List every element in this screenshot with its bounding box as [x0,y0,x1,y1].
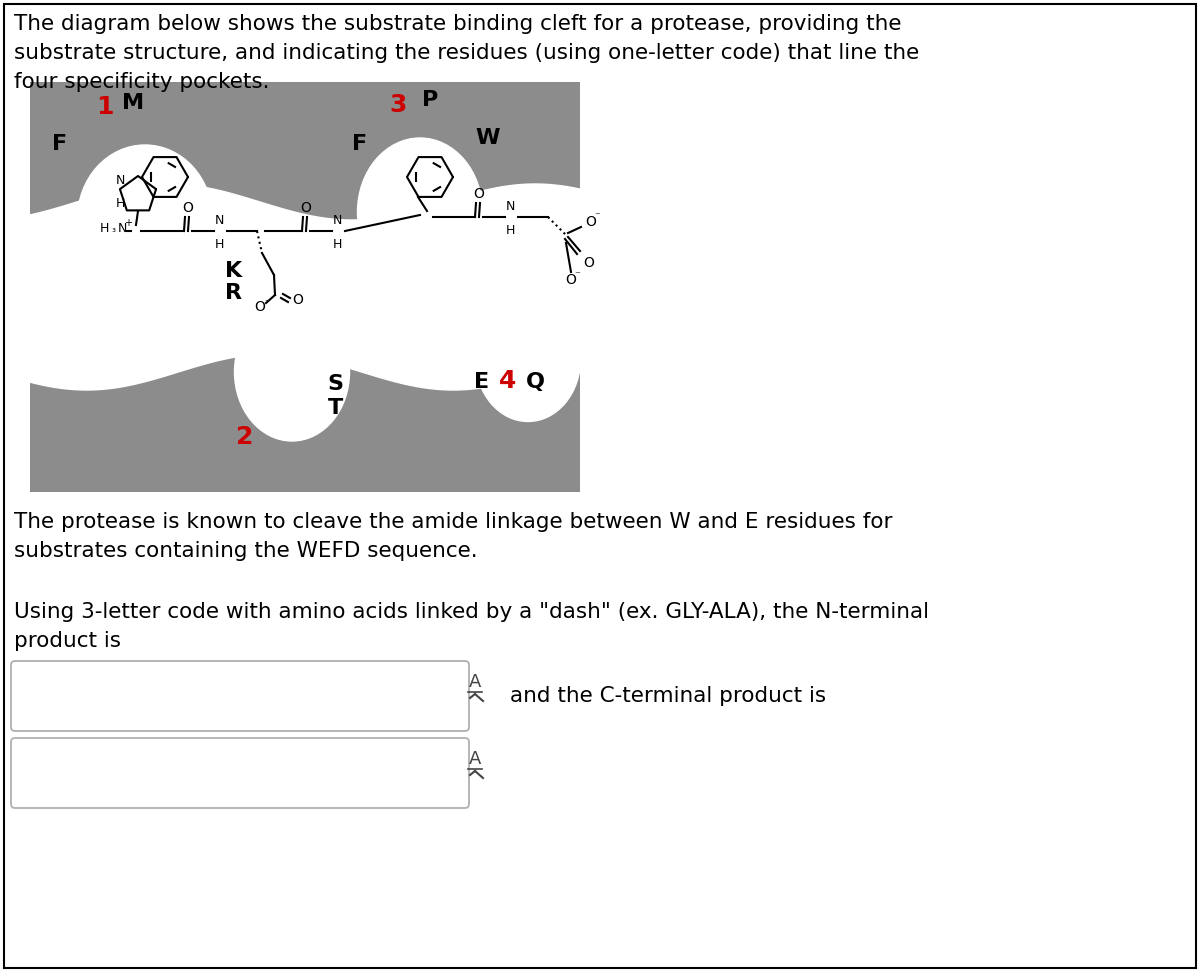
Text: M: M [122,93,144,113]
Ellipse shape [234,303,349,441]
Text: 2: 2 [236,425,253,449]
Text: P: P [422,90,438,110]
Text: 3: 3 [389,93,407,117]
Text: N: N [215,214,223,227]
Text: W: W [475,128,500,148]
Text: A: A [469,673,481,691]
Text: +: + [124,218,132,228]
Text: The diagram below shows the substrate binding cleft for a protease, providing th: The diagram below shows the substrate bi… [14,14,919,91]
Text: The protease is known to cleave the amide linkage between W and E residues for
s: The protease is known to cleave the amid… [14,512,893,561]
Text: H: H [215,238,223,251]
FancyBboxPatch shape [11,738,469,808]
Text: H: H [100,223,109,235]
Text: N: N [505,200,515,213]
Text: O: O [254,300,265,314]
Text: F: F [353,134,367,154]
Text: O: O [293,293,304,307]
Text: N: N [115,174,125,187]
Ellipse shape [78,145,212,293]
Text: O: O [565,273,576,287]
Text: O: O [474,187,485,201]
Text: F: F [53,134,67,154]
Text: O: O [586,215,596,229]
Polygon shape [30,184,580,390]
FancyBboxPatch shape [11,661,469,731]
Text: 4: 4 [499,369,517,393]
Text: ⁻: ⁻ [574,270,580,280]
Text: ⁻: ⁻ [264,298,270,308]
Text: O: O [583,256,594,270]
Text: H: H [332,238,342,251]
Text: R: R [226,283,242,303]
Text: and the C-terminal product is: and the C-terminal product is [510,686,826,706]
Text: O: O [182,201,193,215]
Text: Q: Q [526,372,545,392]
Text: N: N [332,214,342,227]
Text: N: N [118,223,127,235]
Text: ⁻: ⁻ [594,211,600,221]
Text: S: S [326,374,343,394]
Bar [30,82,580,492]
Text: 1: 1 [96,95,114,119]
Text: Using 3-letter code with amino acids linked by a "dash" (ex. GLY-ALA), the N-ter: Using 3-letter code with amino acids lin… [14,602,929,651]
Text: T: T [328,398,343,418]
Text: ₃: ₃ [112,224,115,234]
Text: E: E [474,372,490,392]
Ellipse shape [475,296,581,422]
Text: O: O [300,201,312,215]
Text: A: A [469,750,481,768]
Ellipse shape [358,138,482,286]
Text: H: H [115,197,125,210]
Text: K: K [226,261,242,281]
Text: H: H [505,224,515,237]
